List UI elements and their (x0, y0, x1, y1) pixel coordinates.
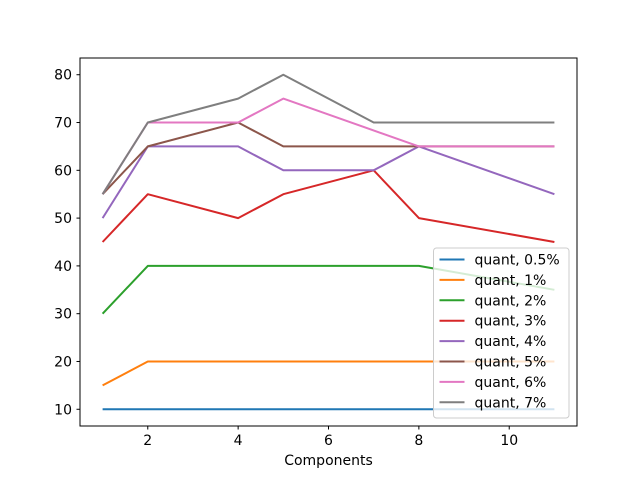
legend-label: quant, 7% (475, 395, 547, 411)
y-tick-label: 20 (54, 354, 72, 370)
series-line-quant-1- (102, 360, 555, 387)
x-tick-label: 6 (324, 433, 333, 449)
x-axis-label: Components (284, 453, 373, 469)
axes-spines (79, 57, 578, 427)
legend-label: quant, 3% (475, 314, 547, 330)
legend-entry: quant, 3% (439, 314, 547, 330)
legend-entry: quant, 5% (439, 355, 547, 371)
y-tick-label: 40 (54, 259, 72, 275)
legend-entry: quant, 4% (439, 334, 547, 350)
legend-box (433, 247, 570, 419)
y-tick-label: 30 (54, 307, 72, 323)
axis-ticks: 2 4 6 8 10 10 20 30 40 50 60 70 80 (54, 68, 518, 449)
legend-label: quant, 4% (475, 334, 547, 350)
y-tick-label: 50 (54, 211, 72, 227)
y-tick-label: 10 (54, 402, 72, 418)
axes-frame (79, 57, 578, 427)
legend-label: quant, 6% (475, 375, 547, 391)
legend-label: quant, 2% (475, 293, 547, 309)
y-tick-label: 70 (54, 116, 72, 132)
x-tick-label: 2 (143, 433, 152, 449)
series-line-quant-3- (101, 169, 555, 243)
y-tick-label: 60 (54, 163, 72, 179)
legend-label: quant, 1% (475, 273, 547, 289)
legend-entry: quant, 0.5% (439, 253, 560, 269)
legend: quant, 0.5% quant, 1% quant, 2% quant, 3% qu… (433, 247, 570, 419)
x-tick-label: 10 (500, 433, 518, 449)
legend-label: quant, 0.5% (475, 253, 560, 269)
y-tick-label: 80 (54, 68, 72, 84)
series-line-quant-7- (101, 73, 555, 195)
legend-entry: quant, 1% (439, 273, 547, 289)
legend-label: quant, 5% (475, 355, 547, 371)
legend-entry: quant, 7% (439, 395, 547, 411)
x-tick-label: 8 (414, 433, 423, 449)
legend-entry: quant, 2% (439, 293, 547, 309)
x-tick-label: 4 (234, 433, 243, 449)
legend-entry: quant, 6% (439, 375, 547, 391)
series-line-quant-5- (101, 121, 555, 195)
